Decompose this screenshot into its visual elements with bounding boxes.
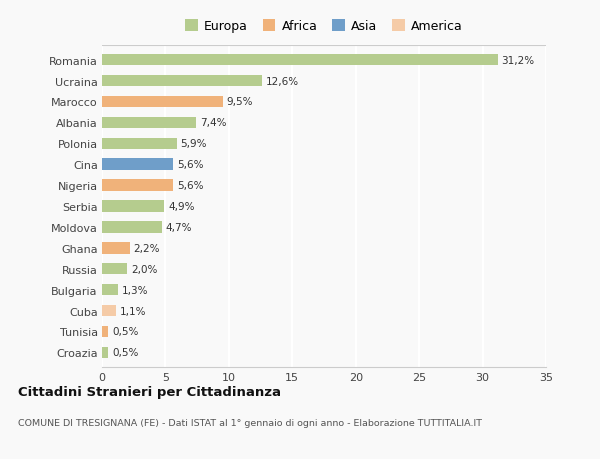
Text: 5,6%: 5,6% <box>177 160 203 170</box>
Text: 2,2%: 2,2% <box>134 243 160 253</box>
Text: Cittadini Stranieri per Cittadinanza: Cittadini Stranieri per Cittadinanza <box>18 386 281 398</box>
Text: 4,9%: 4,9% <box>168 202 194 212</box>
Text: 5,9%: 5,9% <box>181 139 207 149</box>
Text: 4,7%: 4,7% <box>166 223 192 232</box>
Bar <box>102 138 177 150</box>
Text: 7,4%: 7,4% <box>200 118 226 128</box>
Bar <box>102 263 127 275</box>
Text: 1,3%: 1,3% <box>122 285 149 295</box>
Text: 5,6%: 5,6% <box>177 181 203 190</box>
Bar <box>102 326 109 337</box>
Text: COMUNE DI TRESIGNANA (FE) - Dati ISTAT al 1° gennaio di ogni anno - Elaborazione: COMUNE DI TRESIGNANA (FE) - Dati ISTAT a… <box>18 418 482 427</box>
Bar <box>102 180 173 191</box>
Bar <box>102 55 498 66</box>
Bar <box>102 305 116 317</box>
Bar <box>102 222 161 233</box>
Bar <box>102 159 173 171</box>
Text: 12,6%: 12,6% <box>266 76 299 86</box>
Text: 31,2%: 31,2% <box>502 56 535 66</box>
Bar <box>102 284 118 296</box>
Text: 1,1%: 1,1% <box>120 306 146 316</box>
Text: 0,5%: 0,5% <box>112 347 139 358</box>
Legend: Europa, Africa, Asia, America: Europa, Africa, Asia, America <box>185 20 463 33</box>
Bar <box>102 242 130 254</box>
Bar <box>102 201 164 212</box>
Bar <box>102 347 109 358</box>
Bar <box>102 96 223 108</box>
Bar <box>102 118 196 129</box>
Text: 2,0%: 2,0% <box>131 264 158 274</box>
Bar <box>102 76 262 87</box>
Text: 9,5%: 9,5% <box>226 97 253 107</box>
Text: 0,5%: 0,5% <box>112 327 139 337</box>
